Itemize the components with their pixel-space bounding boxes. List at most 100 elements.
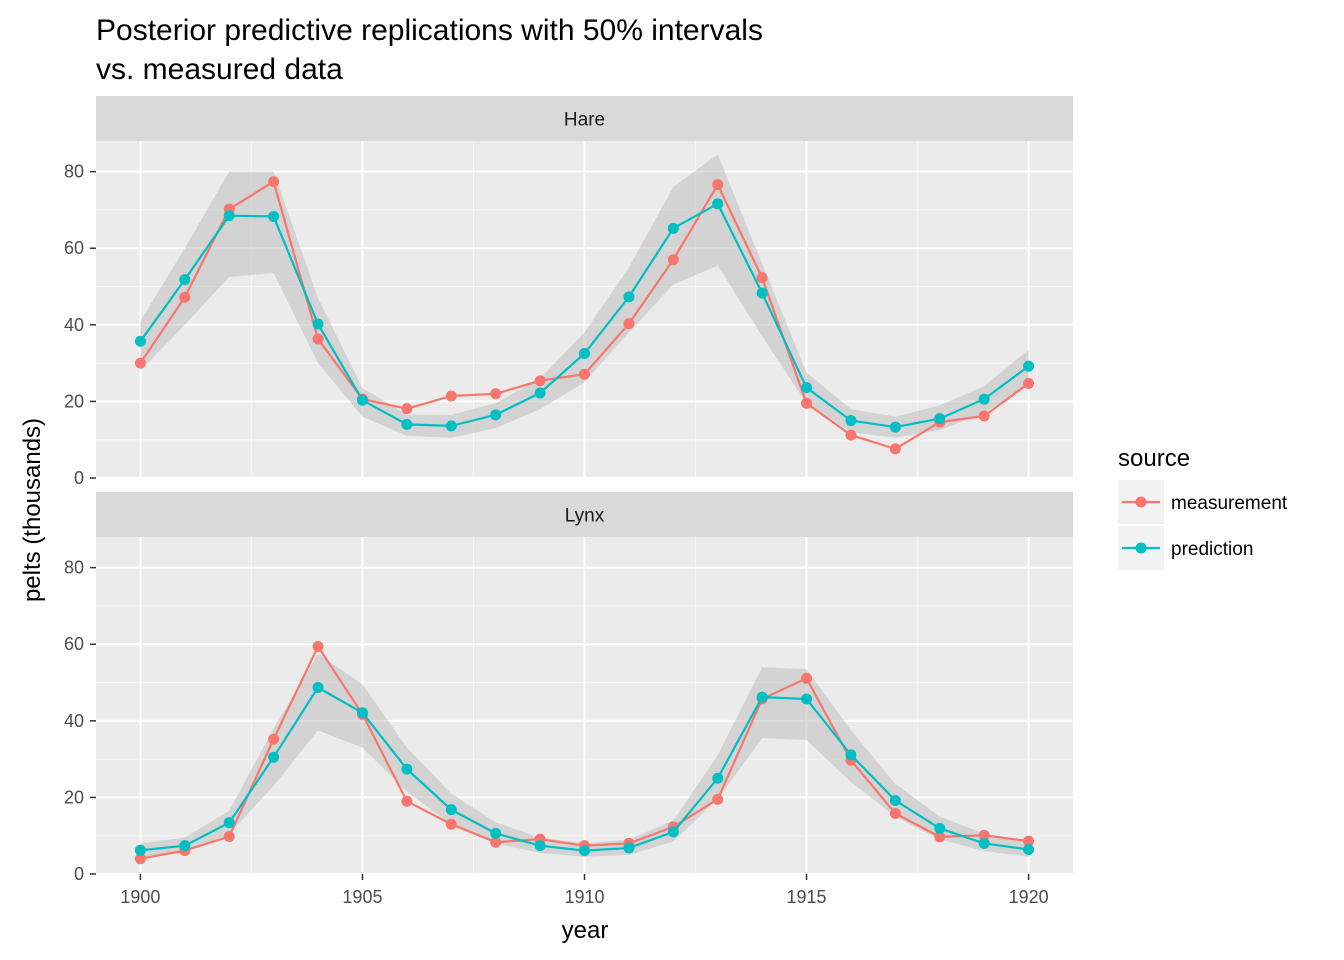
- measurement-point: [889, 443, 901, 455]
- measurement-point: [445, 390, 457, 402]
- prediction-point: [179, 274, 191, 286]
- y-tick-label: 60: [64, 238, 84, 258]
- y-tick-label: 20: [64, 391, 84, 411]
- measurement-point: [268, 176, 280, 188]
- prediction-point: [889, 421, 901, 433]
- prediction-point: [801, 382, 813, 394]
- prediction-point: [978, 393, 990, 405]
- measurement-point: [134, 357, 146, 369]
- prediction-point: [1023, 843, 1035, 855]
- y-tick-label: 80: [64, 162, 84, 182]
- x-tick-label: 1915: [787, 887, 827, 907]
- measurement-point: [801, 672, 813, 684]
- prediction-point: [534, 840, 546, 852]
- chart-title: Posterior predictive replications with 5…: [96, 14, 763, 47]
- measurement-point: [1023, 377, 1035, 389]
- legend-items: measurement prediction: [1118, 480, 1288, 570]
- prediction-point: [401, 763, 413, 775]
- legend-title: source: [1118, 445, 1190, 472]
- prediction-point: [445, 804, 457, 816]
- legend-key-point: [1135, 496, 1147, 508]
- prediction-point: [490, 827, 502, 839]
- prediction-point: [268, 210, 280, 222]
- prediction-point: [623, 842, 635, 854]
- prediction-point: [356, 394, 368, 406]
- prediction-point: [134, 335, 146, 347]
- x-axis-title: year: [562, 917, 609, 944]
- prediction-point: [756, 287, 768, 299]
- prediction-point: [667, 826, 679, 838]
- legend-label: measurement: [1171, 493, 1288, 514]
- prediction-point: [356, 707, 368, 719]
- prediction-point: [712, 198, 724, 210]
- legend-item-prediction: prediction: [1118, 526, 1253, 570]
- measurement-point: [490, 388, 502, 400]
- x-tick-label: 1900: [120, 887, 160, 907]
- x-tick-label: 1910: [564, 887, 604, 907]
- facet-strip: [96, 96, 1073, 141]
- measurement-point: [445, 818, 457, 830]
- prediction-point: [490, 409, 502, 421]
- panel-lynx: Lynx 0 20 40 60 80 1900 1905 1910 1915 1920: [64, 492, 1073, 907]
- measurement-point: [579, 368, 590, 380]
- prediction-point: [889, 794, 901, 806]
- prediction-point: [978, 837, 990, 849]
- measurement-point: [978, 410, 990, 422]
- prediction-point: [312, 318, 324, 330]
- chart-subtitle: vs. measured data: [96, 53, 343, 86]
- prediction-point: [756, 691, 768, 703]
- y-axis-title: pelts (thousands): [19, 418, 46, 602]
- prediction-point: [534, 387, 546, 399]
- y-tick-label: 80: [64, 558, 84, 578]
- measurement-point: [534, 375, 546, 387]
- measurement-point: [756, 272, 768, 284]
- interval-ribbon: [140, 154, 1029, 438]
- panel-hare: Hare 0 20 40 60 80: [64, 96, 1073, 488]
- prediction-point: [401, 418, 413, 430]
- measurement-point: [889, 807, 901, 819]
- measurement-point: [268, 733, 280, 745]
- measurement-point: [623, 318, 635, 330]
- measurement-point: [312, 333, 324, 345]
- y-tick-label: 20: [64, 787, 84, 807]
- prediction-point: [579, 845, 590, 857]
- measurement-point: [401, 403, 413, 415]
- measurement-point: [801, 397, 813, 409]
- prediction-point: [1023, 360, 1035, 372]
- prediction-point: [845, 415, 857, 427]
- facet-strip-label: Hare: [564, 110, 605, 131]
- prediction-point: [667, 222, 679, 234]
- prediction-point: [579, 348, 590, 360]
- prediction-point: [712, 772, 724, 784]
- interval-ribbon: [140, 653, 1029, 857]
- measurement-point: [845, 429, 857, 441]
- y-tick-label: 0: [74, 864, 84, 884]
- measurement-point: [134, 853, 146, 865]
- prediction-point: [934, 822, 946, 834]
- measurement-point: [667, 254, 679, 266]
- measurement-point: [401, 795, 413, 807]
- prediction-point: [223, 210, 235, 222]
- prediction-point: [312, 682, 324, 694]
- measurement-point: [490, 836, 502, 848]
- y-tick-label: 60: [64, 634, 84, 654]
- legend: source measurement prediction: [1118, 445, 1288, 570]
- facet-strip-label: Lynx: [565, 506, 605, 527]
- prediction-point: [134, 844, 146, 856]
- legend-key-point: [1135, 542, 1147, 554]
- measurement-point: [1023, 835, 1035, 847]
- prediction-point: [268, 751, 280, 763]
- y-tick-label: 0: [74, 468, 84, 488]
- measurement-point: [934, 831, 946, 843]
- measurement-point: [712, 179, 724, 191]
- prediction-point: [223, 817, 235, 829]
- x-tick-label: 1920: [1009, 887, 1049, 907]
- prediction-point: [934, 413, 946, 425]
- prediction-point: [845, 749, 857, 761]
- prediction-point: [179, 840, 191, 852]
- prediction-point: [801, 693, 813, 705]
- measurement-point: [978, 829, 990, 841]
- y-tick-label: 40: [64, 315, 84, 335]
- x-tick-label: 1905: [342, 887, 382, 907]
